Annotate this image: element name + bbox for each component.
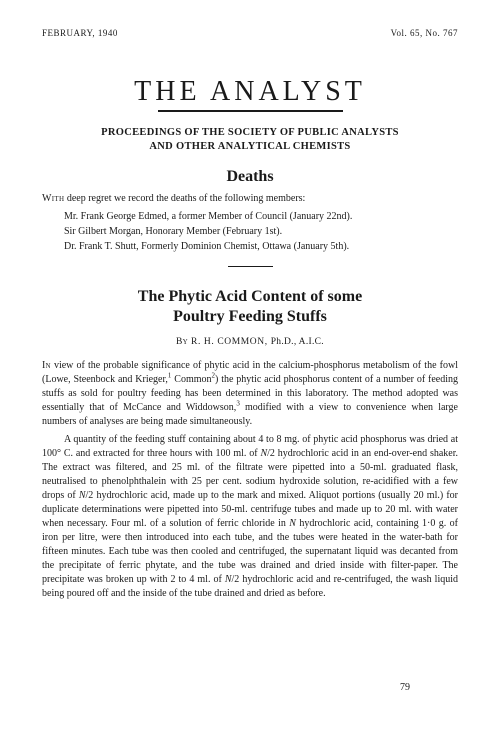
masthead-rule <box>158 110 343 112</box>
article-title-line-2: Poultry Feeding Stuffs <box>173 308 327 325</box>
article-byline: By R. H. COMMON, Ph.D., A.I.C. <box>42 337 458 347</box>
issue-number: Vol. 65, No. 767 <box>391 28 458 38</box>
death-item: Sir Gilbert Morgan, Honorary Member (Feb… <box>42 224 458 239</box>
death-item: Mr. Frank George Edmed, a former Member … <box>42 209 458 224</box>
journal-masthead: THE ANALYST <box>42 76 458 108</box>
deaths-heading: Deaths <box>42 168 458 186</box>
article-paragraph-1: In view of the probable significance of … <box>42 359 458 429</box>
proceedings-subtitle: PROCEEDINGS OF THE SOCIETY OF PUBLIC ANA… <box>42 126 458 154</box>
para2-text: A quantity of the feeding stuff containi… <box>42 434 458 599</box>
byline-by: By <box>176 337 188 347</box>
para1-opening: In <box>42 360 51 371</box>
article-paragraph-2: A quantity of the feeding stuff containi… <box>42 433 458 601</box>
section-divider <box>228 266 273 267</box>
para1-text-b: Common <box>171 374 211 385</box>
article-title: The Phytic Acid Content of some Poultry … <box>42 287 458 327</box>
proceedings-line-1: PROCEEDINGS OF THE SOCIETY OF PUBLIC ANA… <box>101 127 399 138</box>
proceedings-line-2: AND OTHER ANALYTICAL CHEMISTS <box>149 141 350 152</box>
article-title-line-1: The Phytic Acid Content of some <box>138 288 362 305</box>
deaths-intro-caps: With <box>42 193 64 204</box>
deaths-intro: With deep regret we record the deaths of… <box>42 192 458 206</box>
deaths-intro-rest: deep regret we record the deaths of the … <box>64 193 305 204</box>
issue-date: FEBRUARY, 1940 <box>42 28 118 38</box>
page-number: 79 <box>400 682 410 693</box>
byline-credentials: Ph.D., A.I.C. <box>271 337 324 347</box>
byline-author: R. H. COMMON, <box>188 337 271 347</box>
death-item: Dr. Frank T. Shutt, Formerly Dominion Ch… <box>42 239 458 254</box>
